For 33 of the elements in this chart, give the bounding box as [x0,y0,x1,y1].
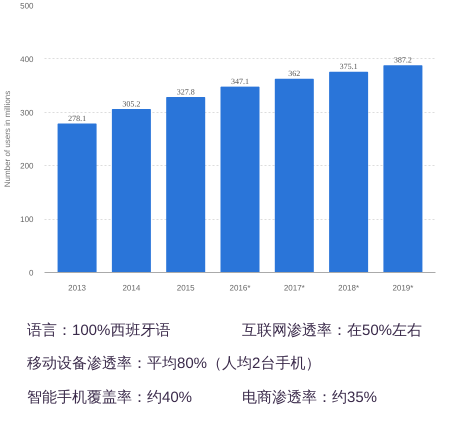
text: 电商渗透率：约35% [242,388,378,408]
bar [166,96,206,272]
text: 语言：100%西班牙语 [27,321,172,341]
bar [112,109,151,272]
x-tick-label: 2014 [122,284,141,292]
data-label: 327.8 [176,87,195,96]
y-tick-label: 100 [20,215,34,224]
data-label: 375.1 [340,62,358,72]
y-tick-label: 0 [29,268,34,278]
data-label: 387.2 [394,56,412,65]
text: 互联网渗透率：在50%左右 [242,321,424,341]
bar [383,65,422,272]
data-label: 305.2 [122,100,140,109]
x-tick-label: 2013 [68,284,87,292]
bar [58,123,97,272]
data-label: 362 [288,69,300,78]
text: 智能手机覆盖率：约40% [27,388,194,408]
bar [274,78,314,272]
y-tick-label: 400 [20,54,34,64]
data-label: 278.1 [68,114,86,123]
y-axis-title: Number of users in millions [3,90,12,188]
x-tick-label: 2017* [284,284,305,292]
y-tick-label: 500 [20,2,34,10]
bar [329,72,368,272]
bar [220,86,260,272]
data-label: 347.1 [231,77,249,86]
x-tick-label: 2015 [176,284,196,292]
y-tick-label: 300 [20,108,34,118]
y-tick-label: 200 [20,162,34,171]
x-tick-label: 2016* [230,284,250,292]
x-tick-label: 2018* [338,284,360,292]
text: 移动设备渗透率：平均80%（人均2台手机） [27,354,320,374]
x-tick-label: 2019* [392,284,414,292]
